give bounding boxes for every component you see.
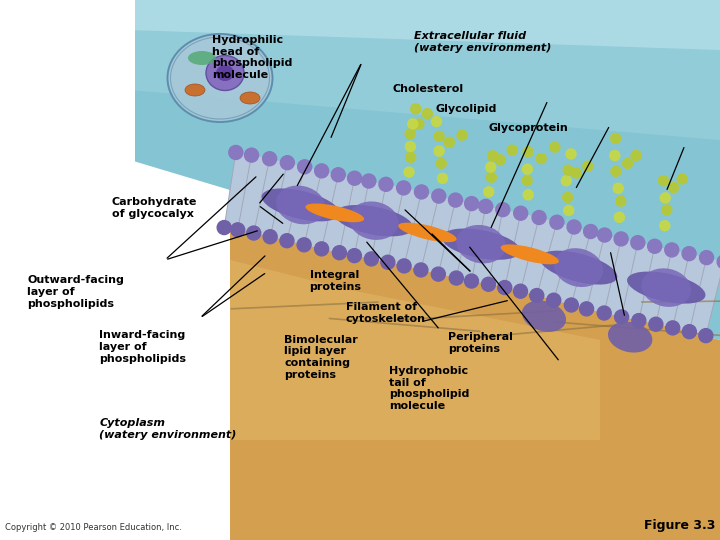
- Circle shape: [523, 164, 532, 174]
- Circle shape: [414, 119, 424, 129]
- Circle shape: [479, 199, 492, 213]
- Circle shape: [546, 293, 561, 307]
- Circle shape: [487, 172, 496, 183]
- Text: Cytoplasm
(watery environment): Cytoplasm (watery environment): [99, 418, 237, 440]
- Circle shape: [495, 155, 505, 165]
- Circle shape: [649, 317, 663, 331]
- Circle shape: [532, 211, 546, 225]
- Circle shape: [379, 177, 393, 191]
- Circle shape: [614, 212, 624, 222]
- Circle shape: [631, 235, 645, 249]
- Ellipse shape: [349, 201, 399, 240]
- Text: Bimolecular
lipid layer
containing
proteins: Bimolecular lipid layer containing prote…: [284, 335, 358, 380]
- Circle shape: [572, 168, 582, 178]
- Circle shape: [496, 202, 510, 217]
- Circle shape: [666, 321, 680, 335]
- Circle shape: [405, 141, 415, 152]
- Ellipse shape: [206, 56, 244, 91]
- Circle shape: [414, 263, 428, 277]
- Circle shape: [263, 152, 276, 166]
- Ellipse shape: [216, 65, 234, 81]
- Ellipse shape: [456, 225, 506, 264]
- Ellipse shape: [398, 222, 456, 242]
- Circle shape: [614, 232, 628, 246]
- Circle shape: [431, 117, 441, 126]
- Circle shape: [513, 284, 528, 298]
- Circle shape: [444, 137, 454, 147]
- Circle shape: [613, 183, 624, 193]
- Circle shape: [610, 151, 620, 160]
- Text: Inward-facing
layer of
phospholipids: Inward-facing layer of phospholipids: [99, 330, 186, 363]
- Text: Carbohydrate
of glycocalyx: Carbohydrate of glycocalyx: [112, 197, 197, 219]
- Circle shape: [486, 162, 495, 172]
- Circle shape: [397, 181, 410, 195]
- Circle shape: [700, 251, 714, 265]
- Circle shape: [229, 145, 243, 159]
- Text: Glycolipid: Glycolipid: [436, 104, 497, 114]
- Polygon shape: [230, 260, 600, 440]
- Circle shape: [631, 151, 641, 160]
- Circle shape: [717, 255, 720, 269]
- Circle shape: [522, 176, 532, 186]
- Ellipse shape: [188, 51, 216, 65]
- Text: Glycoprotein: Glycoprotein: [488, 123, 568, 133]
- Circle shape: [297, 238, 311, 252]
- Text: Copyright © 2010 Pearson Education, Inc.: Copyright © 2010 Pearson Education, Inc.: [5, 523, 182, 532]
- Circle shape: [487, 151, 498, 161]
- Circle shape: [423, 109, 432, 119]
- Ellipse shape: [261, 188, 340, 221]
- Circle shape: [567, 220, 581, 234]
- Ellipse shape: [168, 34, 272, 122]
- Circle shape: [280, 234, 294, 248]
- Circle shape: [315, 164, 328, 178]
- Circle shape: [648, 239, 662, 253]
- Text: Outward-facing
layer of
phospholipids: Outward-facing layer of phospholipids: [27, 275, 125, 308]
- Polygon shape: [130, 0, 720, 140]
- Ellipse shape: [627, 272, 706, 303]
- Text: Hydrophilic
head of
phospholipid
molecule: Hydrophilic head of phospholipid molecul…: [212, 35, 293, 80]
- Circle shape: [297, 160, 312, 174]
- Circle shape: [404, 167, 414, 177]
- Circle shape: [665, 243, 679, 257]
- Circle shape: [523, 147, 533, 157]
- Circle shape: [432, 189, 446, 203]
- Circle shape: [615, 310, 629, 324]
- Circle shape: [410, 104, 420, 114]
- Circle shape: [530, 288, 544, 302]
- Circle shape: [582, 161, 593, 171]
- Ellipse shape: [185, 84, 205, 96]
- Polygon shape: [130, 0, 720, 50]
- Circle shape: [498, 281, 512, 294]
- Ellipse shape: [305, 204, 364, 222]
- Circle shape: [678, 174, 687, 184]
- Circle shape: [632, 314, 646, 328]
- Circle shape: [464, 197, 479, 211]
- Ellipse shape: [441, 228, 521, 260]
- Circle shape: [616, 196, 626, 206]
- Circle shape: [566, 149, 576, 159]
- Circle shape: [405, 129, 415, 139]
- Circle shape: [415, 185, 428, 199]
- Circle shape: [699, 329, 713, 342]
- Circle shape: [550, 142, 560, 152]
- Text: Integral
proteins: Integral proteins: [310, 270, 361, 292]
- Circle shape: [564, 298, 578, 312]
- Circle shape: [507, 145, 517, 155]
- Circle shape: [513, 206, 528, 220]
- Circle shape: [682, 247, 696, 261]
- Text: Hydrophobic
tail of
phospholipid
molecule: Hydrophobic tail of phospholipid molecul…: [389, 366, 469, 411]
- Text: Peripheral
proteins: Peripheral proteins: [448, 332, 513, 354]
- Circle shape: [263, 230, 277, 244]
- Circle shape: [464, 274, 479, 288]
- Circle shape: [405, 152, 415, 163]
- Ellipse shape: [276, 186, 325, 224]
- Circle shape: [245, 148, 258, 162]
- Circle shape: [563, 192, 572, 202]
- Ellipse shape: [240, 92, 260, 104]
- Circle shape: [660, 193, 670, 203]
- Ellipse shape: [522, 301, 566, 332]
- Circle shape: [564, 206, 574, 215]
- Text: Extracellular fluid
(watery environment): Extracellular fluid (watery environment): [414, 31, 552, 53]
- Circle shape: [434, 131, 444, 141]
